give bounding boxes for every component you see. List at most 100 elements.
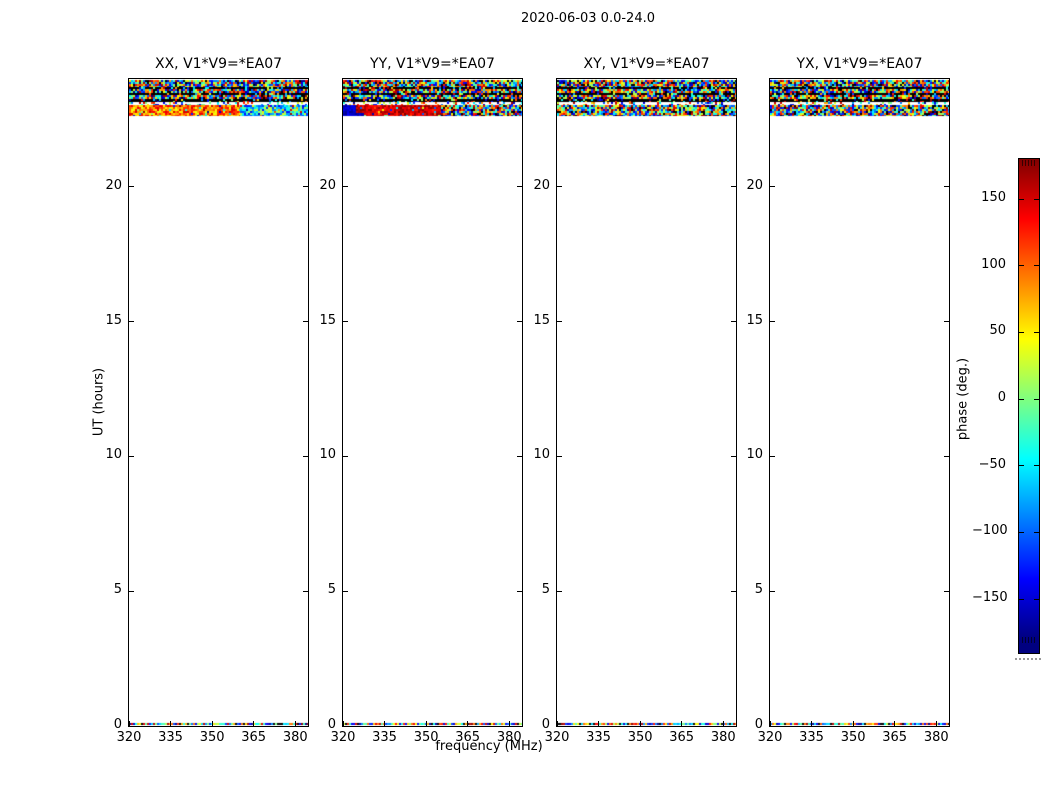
colorbar-tick-label: 100 bbox=[981, 256, 1006, 272]
panel-title-yx: YX, V1*V9=*EA07 bbox=[796, 56, 923, 72]
y-tick-label: 20 bbox=[533, 177, 550, 193]
y-tick-mark bbox=[944, 186, 949, 188]
y-tick-mark bbox=[731, 455, 736, 457]
colorbar-tick-mark bbox=[1034, 531, 1039, 533]
y-tick-mark bbox=[343, 590, 348, 592]
y-tick-mark bbox=[129, 455, 134, 457]
y-tick-mark bbox=[770, 455, 775, 457]
y-tick-mark bbox=[770, 321, 775, 323]
colorbar-tick-mark bbox=[1019, 198, 1024, 200]
x-tick-mark bbox=[128, 721, 130, 726]
heatmap-canvas-xy bbox=[557, 79, 736, 726]
y-tick-label: 0 bbox=[541, 717, 550, 732]
colorbar-tick-mark bbox=[1019, 398, 1024, 400]
heatmap-canvas-yy bbox=[343, 79, 522, 726]
colorbar-tick-mark bbox=[1034, 398, 1039, 400]
colorbar-tick-label: 50 bbox=[989, 323, 1006, 339]
colorbar-underflow-dots bbox=[1015, 658, 1041, 660]
y-tick-mark bbox=[557, 455, 562, 457]
x-tick-label: 350 bbox=[627, 730, 653, 745]
y-tick-label: 0 bbox=[754, 717, 763, 732]
y-tick-mark bbox=[944, 725, 949, 727]
y-tick-label: 10 bbox=[105, 447, 122, 463]
x-tick-label: 350 bbox=[199, 730, 225, 745]
colorbar-tick-mark bbox=[1019, 331, 1024, 333]
y-tick-mark bbox=[517, 725, 522, 727]
x-tick-mark bbox=[384, 721, 386, 726]
colorbar-top-hatch bbox=[1022, 160, 1036, 166]
y-tick-mark bbox=[557, 590, 562, 592]
x-tick-label: 380 bbox=[710, 730, 736, 745]
y-tick-mark bbox=[517, 590, 522, 592]
x-tick-label: 365 bbox=[669, 730, 695, 745]
y-tick-label: 10 bbox=[533, 447, 550, 463]
heatmap-panel-xy bbox=[556, 78, 737, 727]
y-tick-mark bbox=[731, 725, 736, 727]
x-tick-mark bbox=[342, 721, 344, 726]
y-tick-label: 20 bbox=[105, 177, 122, 193]
panel-title-xx: XX, V1*V9=*EA07 bbox=[154, 56, 283, 72]
colorbar-tick-label: −50 bbox=[978, 456, 1006, 472]
colorbar-tick-mark bbox=[1034, 598, 1039, 600]
x-tick-label: 335 bbox=[372, 730, 397, 745]
y-tick-mark bbox=[343, 725, 348, 727]
colorbar bbox=[1018, 158, 1040, 654]
y-tick-label: 10 bbox=[746, 447, 763, 463]
y-tick-mark bbox=[731, 186, 736, 188]
y-axis-label: UT (hours) bbox=[91, 367, 107, 437]
y-tick-label: 20 bbox=[319, 177, 336, 193]
y-tick-label: 20 bbox=[746, 177, 763, 193]
y-tick-mark bbox=[557, 725, 562, 727]
x-tick-mark bbox=[556, 721, 558, 726]
x-tick-label: 365 bbox=[882, 730, 908, 745]
y-tick-mark bbox=[517, 455, 522, 457]
y-tick-mark bbox=[129, 725, 134, 727]
y-tick-mark bbox=[303, 590, 308, 592]
x-axis-label: frequency (MHz) bbox=[435, 739, 543, 754]
x-tick-mark bbox=[894, 721, 896, 726]
y-tick-mark bbox=[557, 321, 562, 323]
x-tick-label: 380 bbox=[923, 730, 949, 745]
x-tick-mark bbox=[722, 721, 724, 726]
y-tick-label: 0 bbox=[113, 717, 122, 732]
y-tick-mark bbox=[129, 186, 134, 188]
x-tick-label: 350 bbox=[840, 730, 866, 745]
y-tick-mark bbox=[343, 321, 348, 323]
x-tick-mark bbox=[467, 721, 469, 726]
y-tick-label: 15 bbox=[105, 312, 122, 328]
y-tick-mark bbox=[731, 321, 736, 323]
x-tick-mark bbox=[425, 721, 427, 726]
x-tick-label: 320 bbox=[116, 730, 142, 745]
y-tick-mark bbox=[343, 455, 348, 457]
x-tick-label: 320 bbox=[757, 730, 783, 745]
colorbar-tick-mark bbox=[1019, 265, 1024, 267]
x-tick-mark bbox=[935, 721, 937, 726]
y-tick-label: 5 bbox=[327, 582, 336, 598]
x-tick-mark bbox=[852, 721, 854, 726]
x-tick-label: 320 bbox=[330, 730, 356, 745]
panel-title-xy: XY, V1*V9=*EA07 bbox=[583, 56, 710, 72]
x-tick-label: 335 bbox=[158, 730, 183, 745]
x-tick-mark bbox=[681, 721, 683, 726]
colorbar-tick-mark bbox=[1019, 598, 1024, 600]
colorbar-tick-mark bbox=[1034, 465, 1039, 467]
x-tick-mark bbox=[170, 721, 172, 726]
colorbar-tick-mark bbox=[1034, 198, 1039, 200]
x-tick-label: 380 bbox=[496, 730, 522, 745]
colorbar-tick-mark bbox=[1034, 331, 1039, 333]
y-tick-mark bbox=[770, 725, 775, 727]
y-tick-label: 0 bbox=[327, 717, 336, 732]
y-tick-label: 15 bbox=[533, 312, 550, 328]
y-tick-mark bbox=[129, 590, 134, 592]
y-tick-mark bbox=[303, 321, 308, 323]
x-tick-mark bbox=[639, 721, 641, 726]
y-tick-label: 5 bbox=[541, 582, 550, 598]
x-tick-label: 320 bbox=[544, 730, 570, 745]
y-tick-mark bbox=[303, 455, 308, 457]
y-tick-mark bbox=[303, 725, 308, 727]
colorbar-bottom-hatch bbox=[1022, 637, 1036, 643]
x-tick-mark bbox=[769, 721, 771, 726]
colorbar-tick-mark bbox=[1034, 265, 1039, 267]
colorbar-tick-label: 150 bbox=[981, 190, 1006, 205]
